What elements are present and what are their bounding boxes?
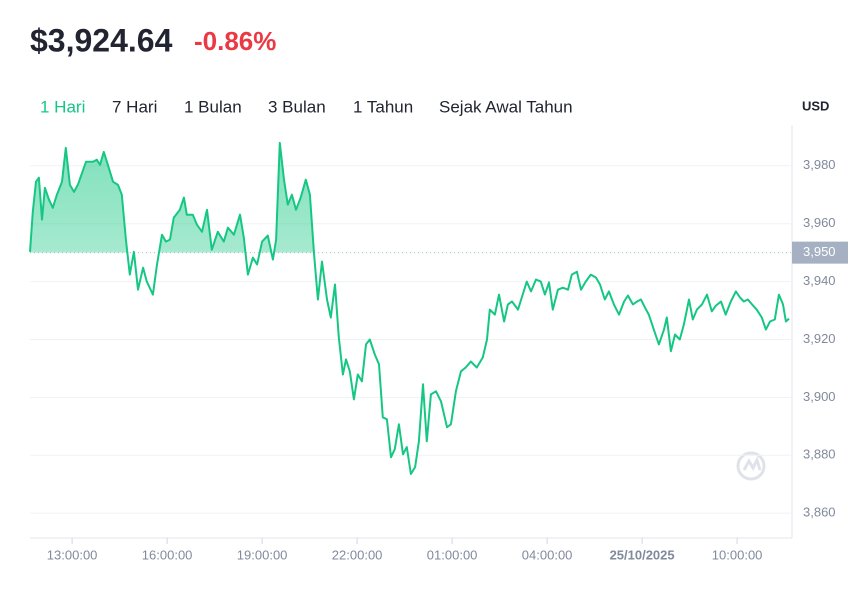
x-tick-label: 19:00:00 bbox=[237, 547, 288, 562]
watermark bbox=[736, 451, 766, 481]
y-tick-label: 3,860 bbox=[803, 505, 836, 520]
x-tick-label: 10:00:00 bbox=[712, 547, 763, 562]
tab[interactable]: 3 Bulan bbox=[268, 97, 326, 116]
tab[interactable]: 1 Tahun bbox=[353, 97, 413, 116]
x-tick-label: 01:00:00 bbox=[427, 547, 478, 562]
x-tick-label: 13:00:00 bbox=[47, 547, 98, 562]
currency[interactable]: USD bbox=[802, 98, 829, 113]
tab[interactable]: 1 Bulan bbox=[184, 97, 242, 116]
x-tick-label: 16:00:00 bbox=[142, 547, 193, 562]
y-tick-label: 3,940 bbox=[803, 273, 836, 288]
baseline-label: 3,950 bbox=[803, 244, 836, 259]
x-tick-label: 25/10/2025 bbox=[610, 547, 675, 562]
x-tick-label: 04:00:00 bbox=[522, 547, 573, 562]
tab[interactable]: 1 Hari bbox=[40, 97, 85, 116]
y-tick-label: 3,960 bbox=[803, 215, 836, 230]
tab[interactable]: Sejak Awal Tahun bbox=[439, 97, 573, 116]
price: $3,924.64 bbox=[30, 22, 173, 58]
baseline-badge bbox=[792, 241, 848, 264]
y-tick-label: 3,900 bbox=[803, 389, 836, 404]
area-above-baseline bbox=[30, 142, 790, 253]
y-tick-label: 3,980 bbox=[803, 157, 836, 172]
y-tick-label: 3,880 bbox=[803, 447, 836, 462]
price-change: -0.86% bbox=[194, 26, 276, 56]
x-tick-label: 22:00:00 bbox=[332, 547, 383, 562]
y-tick-label: 3,920 bbox=[803, 331, 836, 346]
price-line bbox=[29, 141, 790, 475]
tab[interactable]: 7 Hari bbox=[112, 97, 157, 116]
